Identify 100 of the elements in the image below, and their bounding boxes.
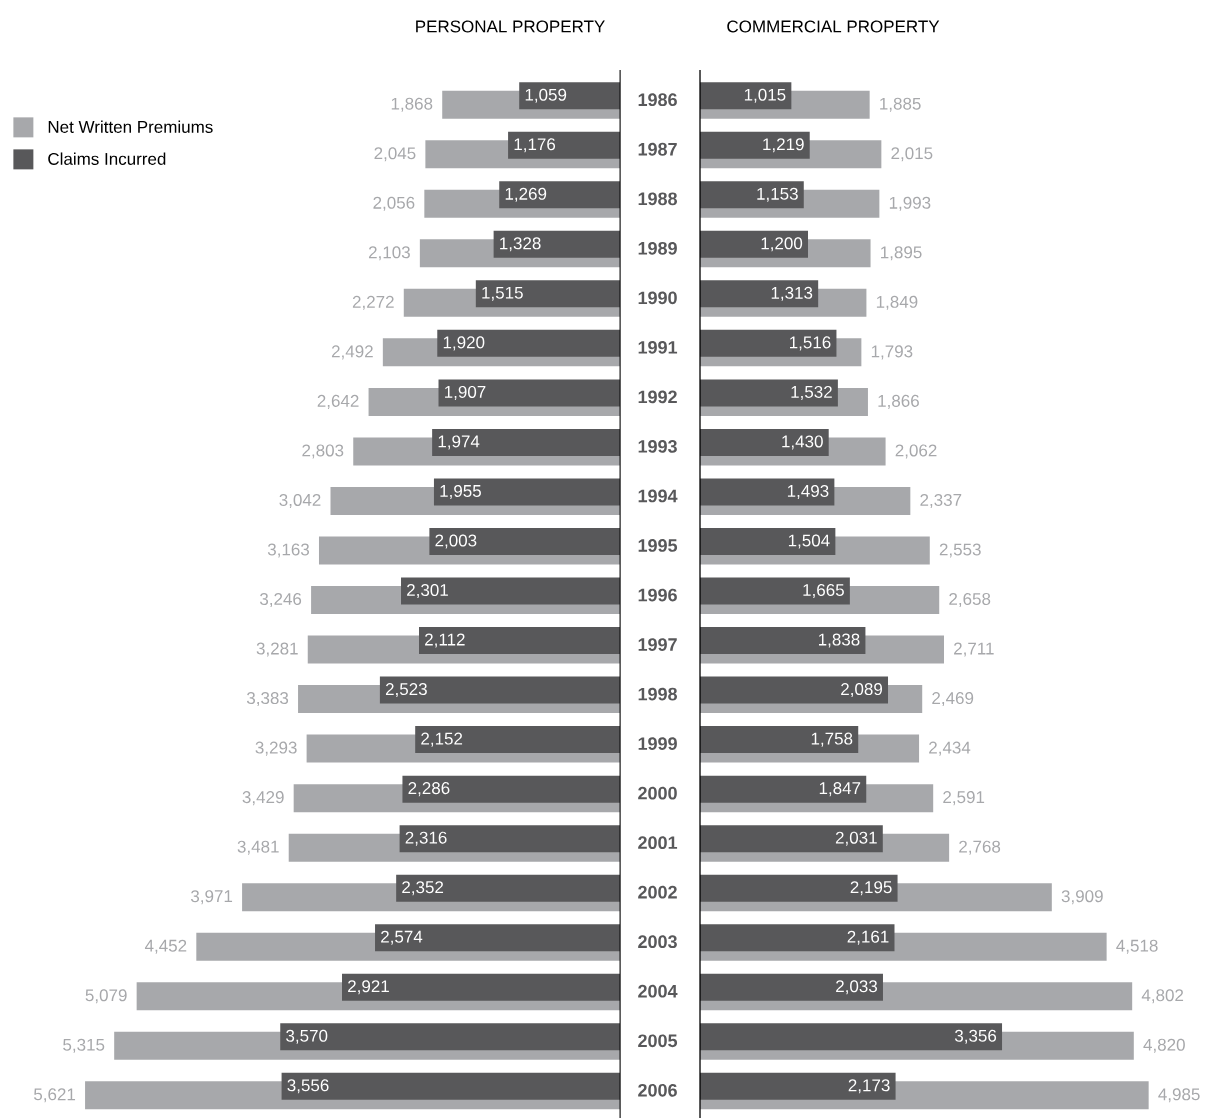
bar (375, 924, 620, 952)
bar (342, 973, 620, 1001)
data-label: 1,866 (878, 394, 919, 409)
data-label: 4,985 (1158, 1088, 1200, 1103)
data-label: 3,163 (267, 543, 310, 558)
y-tick-label: 1994 (638, 489, 678, 503)
data-label: 4,518 (1116, 939, 1158, 954)
y-tick-label: 2003 (638, 935, 677, 949)
bar (415, 726, 620, 754)
data-label: 1,430 (782, 435, 823, 450)
data-label: 1,200 (761, 237, 803, 252)
y-tick-label: 1997 (638, 638, 677, 651)
chart-title: PERSONAL PROPERTY (416, 20, 605, 33)
data-label: 5,315 (63, 1038, 105, 1053)
bar (700, 329, 837, 357)
data-label: 4,820 (1143, 1038, 1185, 1053)
data-label: 2,711 (954, 642, 994, 657)
data-label: 1,847 (819, 782, 861, 797)
data-label: 2,642 (317, 394, 359, 409)
data-label: 1,269 (505, 187, 547, 202)
data-label: 1,758 (811, 732, 853, 747)
data-label: 1,516 (790, 336, 831, 351)
data-label: 2,434 (929, 741, 971, 756)
data-label: 2,301 (407, 583, 448, 599)
data-label: 2,112 (425, 633, 465, 648)
data-label: 1,838 (818, 633, 860, 648)
data-label: 1,793 (871, 345, 913, 360)
y-tick-label: 1987 (638, 142, 677, 156)
data-label: 2,033 (836, 980, 878, 995)
bar (700, 280, 819, 308)
y-tick-label: 1999 (638, 737, 677, 750)
y-tick-label: 1998 (638, 687, 678, 701)
data-label: 1,313 (771, 286, 813, 301)
data-label: 3,429 (242, 791, 284, 806)
bar (419, 627, 620, 655)
data-label: 2,173 (848, 1079, 890, 1094)
bar (700, 527, 836, 555)
data-label: 2,286 (408, 782, 450, 797)
data-label: 1,219 (763, 138, 804, 153)
data-label: 2,089 (841, 683, 883, 698)
y-tick-label: 1992 (638, 390, 677, 404)
bar (281, 1072, 620, 1100)
bar (379, 676, 620, 704)
bar (475, 280, 620, 308)
data-label: 1,176 (514, 138, 556, 153)
bar (700, 1072, 896, 1100)
y-tick-label: 1993 (638, 440, 677, 453)
y-tick-label: 2002 (638, 885, 677, 899)
data-label: 3,909 (1061, 890, 1103, 905)
data-label: 2,768 (959, 840, 1001, 855)
data-label: 2,015 (891, 147, 933, 162)
data-label: 2,921 (348, 980, 389, 995)
data-label: 1,868 (391, 97, 433, 112)
bar (700, 676, 889, 704)
y-tick-label: 1988 (638, 192, 678, 206)
bar (700, 379, 838, 407)
data-label: 3,383 (246, 692, 289, 707)
data-label: 1,493 (787, 484, 829, 499)
chart-title: COMMERCIAL PROPERTY (727, 20, 940, 33)
y-tick-label: 2000 (638, 786, 677, 800)
bar (437, 329, 620, 357)
y-tick-label: 2001 (638, 836, 678, 850)
data-label: 2,062 (895, 444, 937, 459)
bar (432, 428, 620, 456)
data-label: 3,971 (190, 890, 233, 905)
data-label: 1,955 (440, 484, 481, 499)
data-label: 5,079 (85, 989, 127, 1004)
bar (700, 428, 829, 456)
data-label: 2,591 (943, 791, 985, 806)
data-label: 4,802 (1141, 989, 1184, 1004)
data-label: 2,469 (932, 692, 974, 707)
data-label: 2,574 (381, 930, 423, 945)
data-label: 1,059 (525, 88, 567, 103)
bar (700, 874, 898, 902)
data-label: 1,015 (744, 88, 786, 103)
data-label: 2,056 (373, 196, 415, 211)
data-label: 2,316 (405, 831, 447, 846)
bar (429, 527, 620, 555)
bar (700, 726, 859, 754)
data-label: 1,515 (482, 286, 523, 301)
bar (280, 1023, 620, 1051)
data-label: 2,803 (302, 444, 344, 459)
data-label: 1,328 (500, 237, 541, 252)
data-label: 2,272 (352, 295, 394, 310)
legend-label: Claims Incurred (48, 152, 166, 165)
data-label: 1,153 (757, 187, 798, 202)
data-label: 2,003 (435, 534, 477, 549)
data-label: 3,570 (286, 1029, 328, 1044)
data-label: 1,885 (880, 97, 921, 112)
bar (700, 82, 792, 110)
data-label: 3,481 (237, 840, 279, 855)
bar (396, 874, 620, 902)
bar (401, 577, 620, 605)
data-label: 1,920 (443, 336, 485, 351)
bar (508, 131, 620, 159)
y-tick-label: 2006 (638, 1083, 677, 1097)
data-label: 3,293 (255, 741, 297, 756)
data-label: 1,993 (889, 196, 931, 211)
y-tick-label: 1989 (638, 241, 677, 255)
data-label: 1,907 (445, 385, 486, 400)
